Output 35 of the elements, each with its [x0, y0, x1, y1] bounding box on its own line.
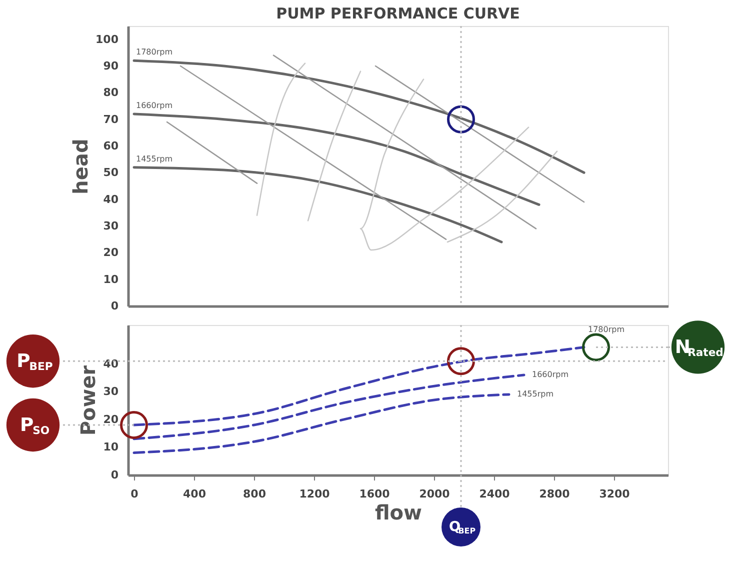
y-tick-label: 90	[103, 60, 119, 72]
y-tick-label: 40	[103, 192, 119, 206]
series-label: 1660rpm	[136, 101, 173, 110]
y-tick-label: 80	[103, 86, 119, 100]
chart-title: PUMP PERFORMANCE CURVE	[276, 4, 520, 22]
x-tick-label: 3200	[599, 488, 630, 500]
x-axis-title: flow	[374, 500, 422, 524]
y-tick-label: 50	[103, 166, 119, 180]
y-tick-label: 10	[103, 272, 119, 286]
x-tick-label: 400	[183, 488, 206, 500]
y-tick-label: 40	[103, 357, 119, 370]
y-tick-label: 10	[103, 440, 119, 454]
y-tick-label: 20	[103, 412, 119, 426]
y-tick-label: 20	[103, 246, 119, 260]
series-label: 1455rpm	[517, 389, 554, 398]
y-axis-title: head	[68, 138, 93, 194]
x-tick-label: 0	[130, 488, 139, 500]
series-label: 1455rpm	[136, 154, 173, 164]
x-tick-label: 1200	[299, 488, 330, 500]
x-tick-label: 2800	[539, 488, 570, 500]
y-tick-label: 0	[110, 468, 119, 482]
y-tick-label: 0	[110, 300, 119, 312]
y-tick-label: 30	[103, 220, 119, 232]
x-tick-label: 2400	[479, 488, 510, 500]
series-label: 1780rpm	[588, 325, 625, 334]
y-tick-label: 70	[103, 112, 119, 126]
series-label: 1660rpm	[532, 370, 569, 379]
y-axis-title: Power	[76, 365, 100, 436]
series-label: 1780rpm	[136, 48, 173, 57]
x-tick-label: 1600	[359, 488, 390, 500]
x-tick-label: 2000	[419, 488, 450, 500]
y-tick-label: 60	[103, 140, 119, 152]
y-tick-label: 100	[96, 32, 119, 46]
x-tick-label: 800	[243, 488, 266, 500]
y-tick-label: 30	[103, 385, 119, 398]
